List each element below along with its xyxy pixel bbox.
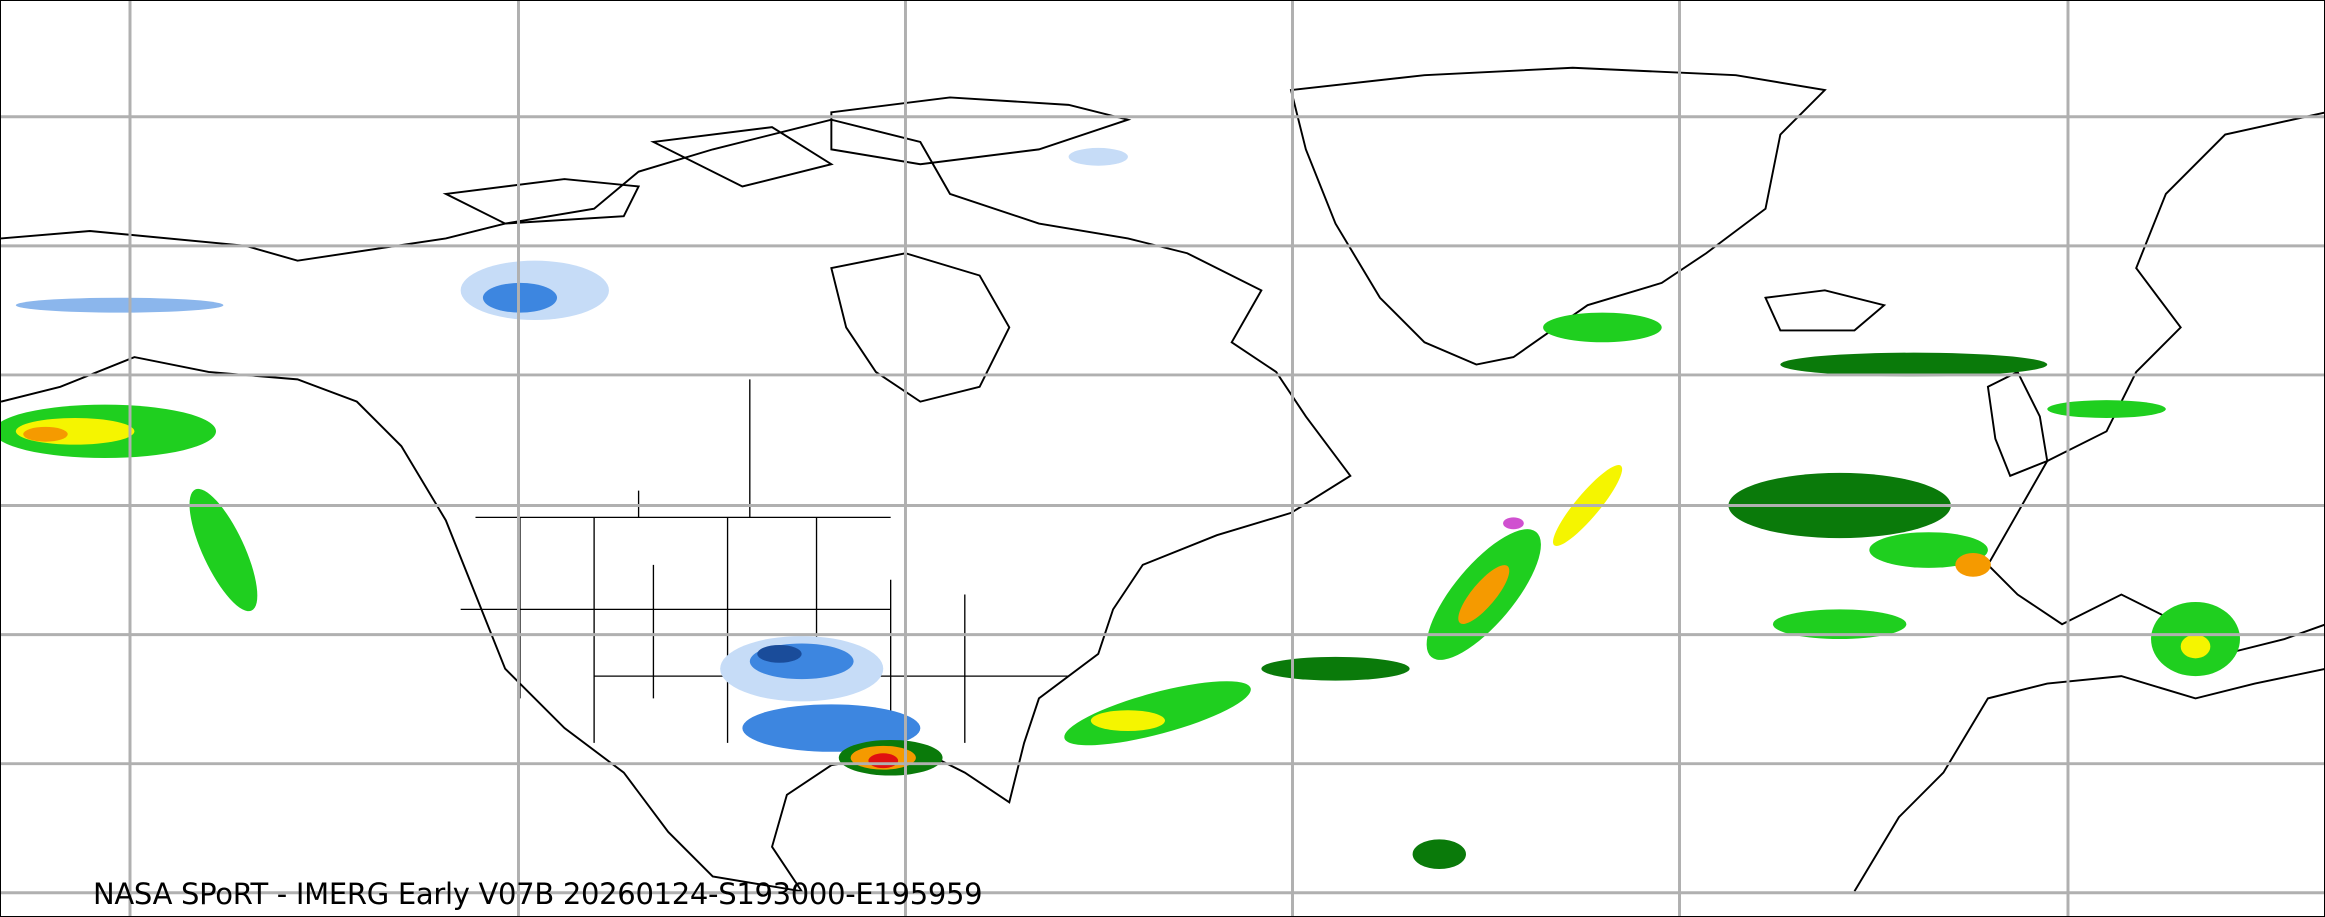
land-outlines [1, 66, 2324, 893]
africa-coastline [1853, 668, 2324, 892]
uk-coastline [1986, 370, 2049, 478]
precip-rain [1412, 839, 1466, 870]
product-caption: NASA SPoRT - IMERG Early V07B 20260124-S… [93, 877, 983, 911]
precip-rain [1261, 656, 1410, 681]
arctic-islands [442, 96, 1132, 225]
precip-snow [742, 704, 921, 752]
precip-rain [23, 426, 68, 442]
precip-rain [1955, 552, 1991, 577]
precip-rain [1458, 565, 1510, 624]
europe-coastline [1986, 111, 2324, 655]
precip-rain [2047, 400, 2166, 418]
precip-snow [757, 644, 802, 663]
precip-snow [15, 297, 224, 313]
precip-rain [189, 488, 258, 612]
iceland-coastline [1764, 289, 1887, 332]
precip-snow [1068, 147, 1128, 166]
precip-mixed [1503, 517, 1524, 530]
precip-rain [2180, 634, 2211, 659]
precip-rain [1772, 609, 1907, 640]
precip-rain [1543, 312, 1662, 343]
hudson-bay [830, 252, 1011, 403]
precip-rain [1064, 681, 1251, 746]
greenland-coastline [1289, 66, 1827, 366]
north-america-coastline [1, 118, 1352, 893]
precip-rain [1090, 710, 1165, 732]
precip-rain [1780, 352, 2048, 377]
precip-rain [868, 753, 899, 769]
precipitation [1, 147, 2240, 870]
